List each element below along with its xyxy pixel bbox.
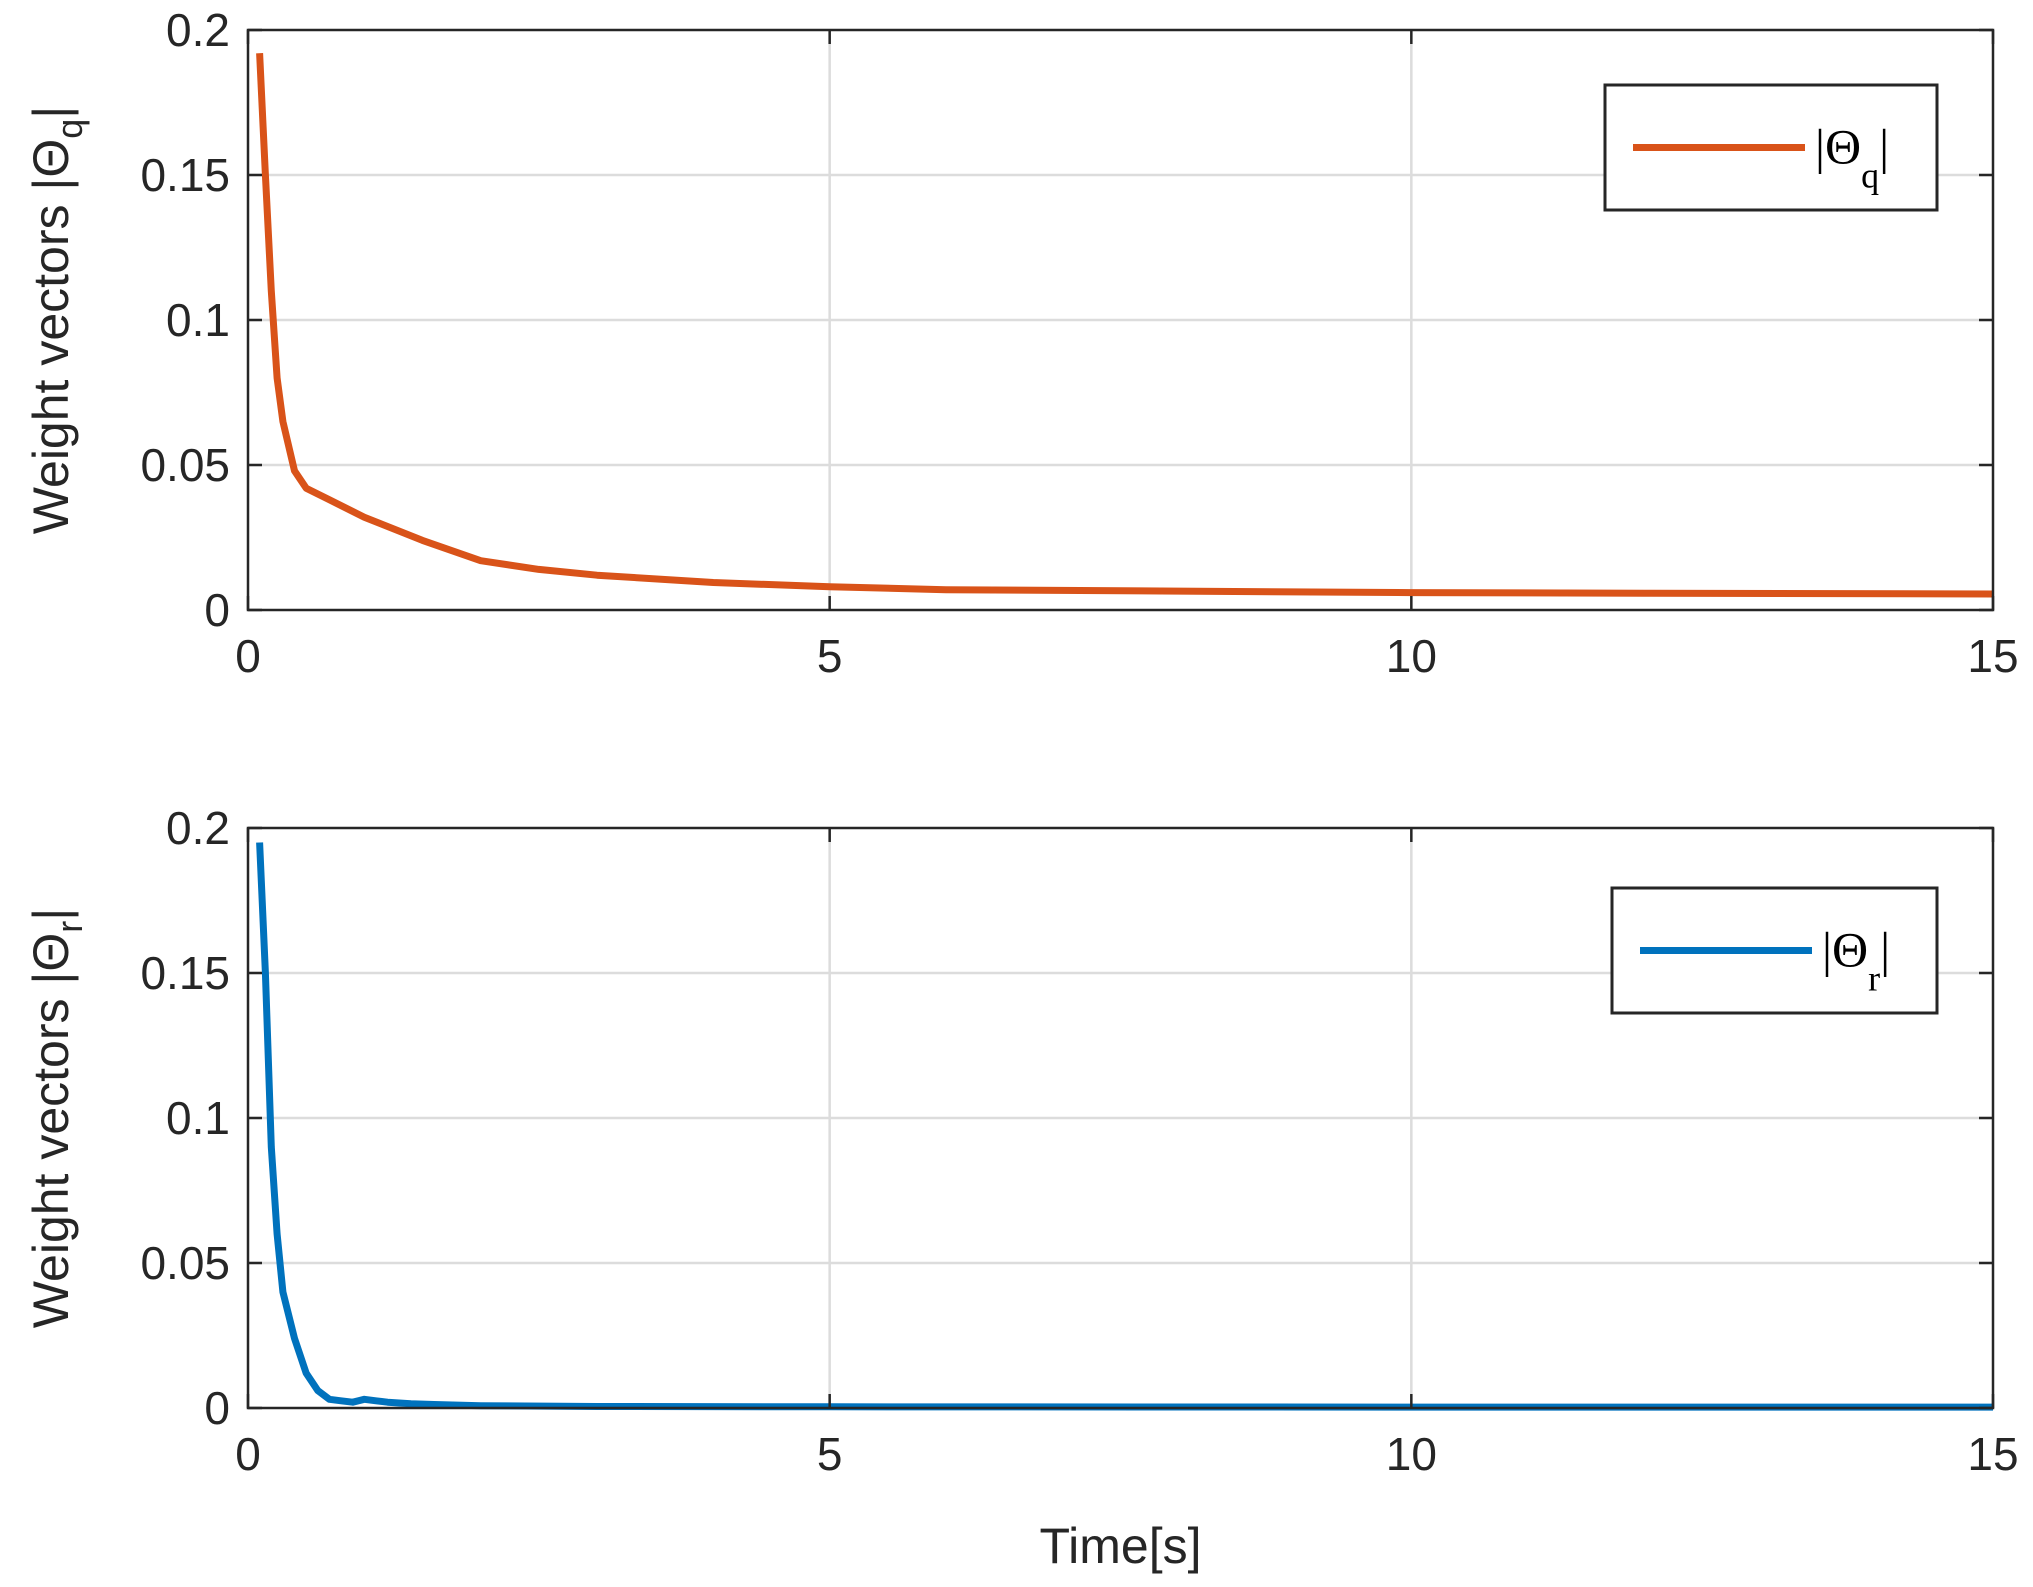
y-axis-label: Weight vectors |Θq|	[23, 106, 90, 535]
x-tick-label: 10	[1386, 630, 1437, 682]
x-tick-label: 15	[1967, 1428, 2018, 1480]
series-line-r	[256, 842, 1993, 1411]
y-tick-label: 0.05	[140, 439, 230, 491]
legend: |Θr|	[1610, 886, 1939, 1015]
y-tick-label: 0	[204, 1382, 230, 1434]
x-tick-label: 0	[235, 1428, 261, 1480]
x-tick-label: 15	[1967, 630, 2018, 682]
y-axis-label: Weight vectors |Θr|	[23, 908, 90, 1329]
legend-label: |Θq|	[1815, 119, 1889, 196]
y-tick-label: 0.1	[166, 1092, 230, 1144]
y-tick-label: 0.2	[166, 4, 230, 56]
top-plot: 0 5 10 15 0 0.05 0.1 0.15 0.2 Weight vectors |Θq|…	[23, 4, 2019, 682]
y-tick-label: 0.2	[166, 802, 230, 854]
legend-label: |Θr|	[1822, 922, 1890, 999]
series-line-q	[256, 53, 1994, 598]
legend: |Θq|	[1603, 83, 1939, 212]
x-tick-label: 5	[817, 1428, 843, 1480]
y-tick-label: 0.15	[140, 149, 230, 201]
y-tick-label: 0.05	[140, 1237, 230, 1289]
y-tick-label: 0.15	[140, 947, 230, 999]
y-tick-label: 0.1	[166, 294, 230, 346]
bottom-plot: 0 5 10 15 0 0.05 0.1 0.15 0.2 Weight vectors |Θr|…	[23, 802, 2019, 1574]
x-axis-label: Time[s]	[1039, 1518, 1201, 1574]
x-tick-label: 5	[817, 630, 843, 682]
x-tick-label: 0	[235, 630, 261, 682]
x-tick-label: 10	[1386, 1428, 1437, 1480]
y-tick-label: 0	[204, 584, 230, 636]
